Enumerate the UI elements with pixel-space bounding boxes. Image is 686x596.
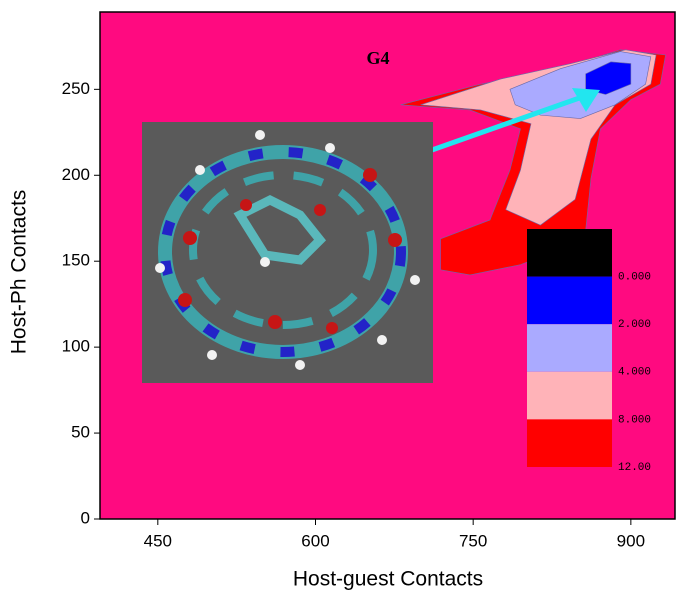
arrow [431, 93, 586, 153]
chart-title: G4 [366, 48, 389, 68]
inset-image [142, 122, 433, 383]
colorbar-label: 2.000 [618, 319, 651, 331]
colorbar-label: 8.000 [618, 414, 651, 426]
arrow-head [572, 88, 600, 112]
x-tick-label: 750 [459, 531, 487, 550]
y-axis-label: Host-Ph Contacts [8, 190, 31, 355]
y-tick-label: 50 [71, 423, 90, 442]
x-tick-label: 600 [301, 531, 329, 550]
plot-frame [99, 11, 676, 520]
colorbar: 0.000 2.000 4.000 8.000 12.00 [527, 229, 651, 474]
colorbar-label: 4.000 [618, 367, 651, 379]
colorbar-box [527, 371, 612, 420]
x-tick-label: 450 [144, 531, 172, 550]
colorbar-box [527, 229, 612, 277]
colorbar-box [527, 419, 612, 467]
y-tick-label: 150 [62, 251, 90, 270]
colorbar-box [527, 276, 612, 325]
y-tick-label: 250 [62, 79, 90, 98]
x-axis-label: Host-guest Contacts [293, 568, 483, 591]
x-tick-label: 900 [617, 531, 645, 550]
y-tick-label: 200 [62, 165, 90, 184]
y-tick-label: 0 [81, 508, 90, 527]
colorbar-box [527, 324, 612, 372]
colorbar-label: 0.000 [618, 272, 651, 284]
y-tick-label: 100 [62, 337, 90, 356]
colorbar-label: 12.00 [618, 462, 651, 474]
